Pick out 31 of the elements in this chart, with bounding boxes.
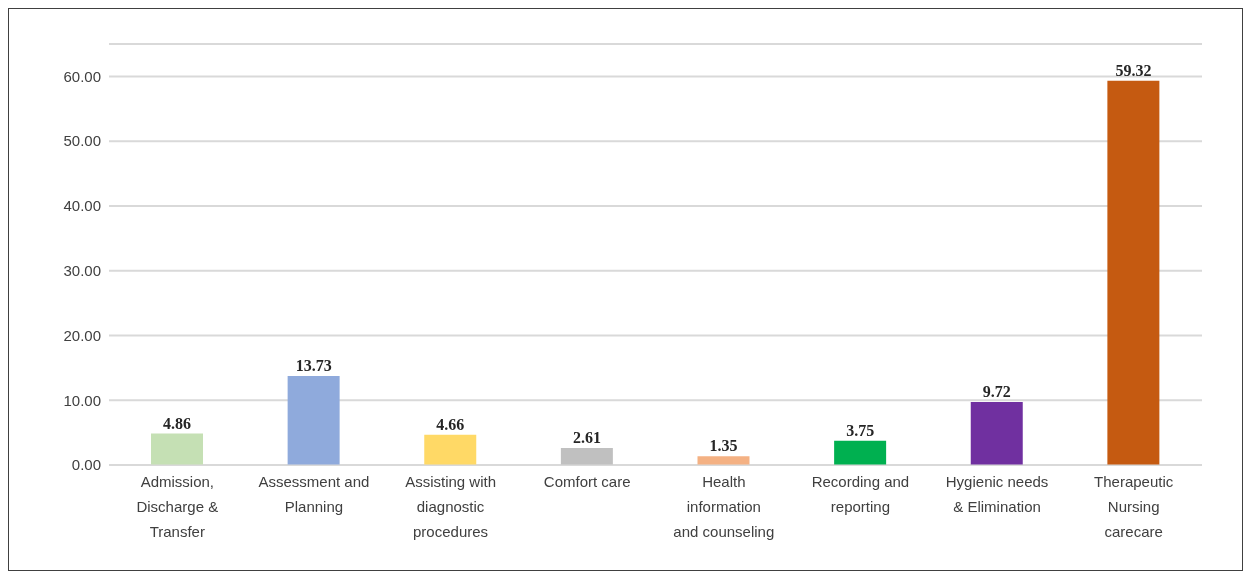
bar	[424, 434, 477, 465]
bar	[287, 376, 340, 465]
x-tick-label: Assessment and Planning	[258, 473, 370, 515]
y-tick-label: 40.00	[63, 197, 101, 215]
bar	[151, 433, 203, 465]
y-tick-label: 30.00	[63, 262, 101, 280]
x-tick-label: Hygienic needs & Elimination	[945, 473, 1049, 515]
y-tick-label: 60.00	[63, 67, 101, 85]
x-tick-label: Admission, Discharge & Transfer	[136, 473, 219, 540]
bar	[834, 440, 887, 465]
x-tick-label: Comfort care	[543, 473, 631, 490]
data-label: 3.75	[846, 421, 875, 439]
y-tick-label: 20.00	[63, 326, 101, 344]
bar	[970, 402, 1023, 465]
data-label: 9.72	[982, 383, 1011, 401]
bar	[697, 456, 750, 465]
y-tick-label: 10.00	[63, 391, 101, 409]
data-label: 4.66	[436, 415, 465, 433]
y-tick-label: 50.00	[63, 132, 101, 150]
x-tick-label: Health information and counseling	[673, 473, 775, 540]
x-tick-label: Therapeutic Nursing carecare	[1094, 473, 1174, 540]
x-tick-label: Assisting with diagnostic procedures	[405, 473, 496, 540]
data-label: 1.35	[709, 437, 738, 455]
data-label: 4.86	[163, 414, 191, 432]
bar	[1107, 80, 1160, 465]
data-label: 13.73	[295, 357, 332, 375]
x-tick-label: Recording and reporting	[811, 473, 910, 515]
data-label: 2.61	[572, 429, 601, 447]
bar	[560, 448, 613, 465]
y-tick-label: 0.00	[71, 456, 101, 474]
data-label: 59.32	[1115, 61, 1152, 79]
